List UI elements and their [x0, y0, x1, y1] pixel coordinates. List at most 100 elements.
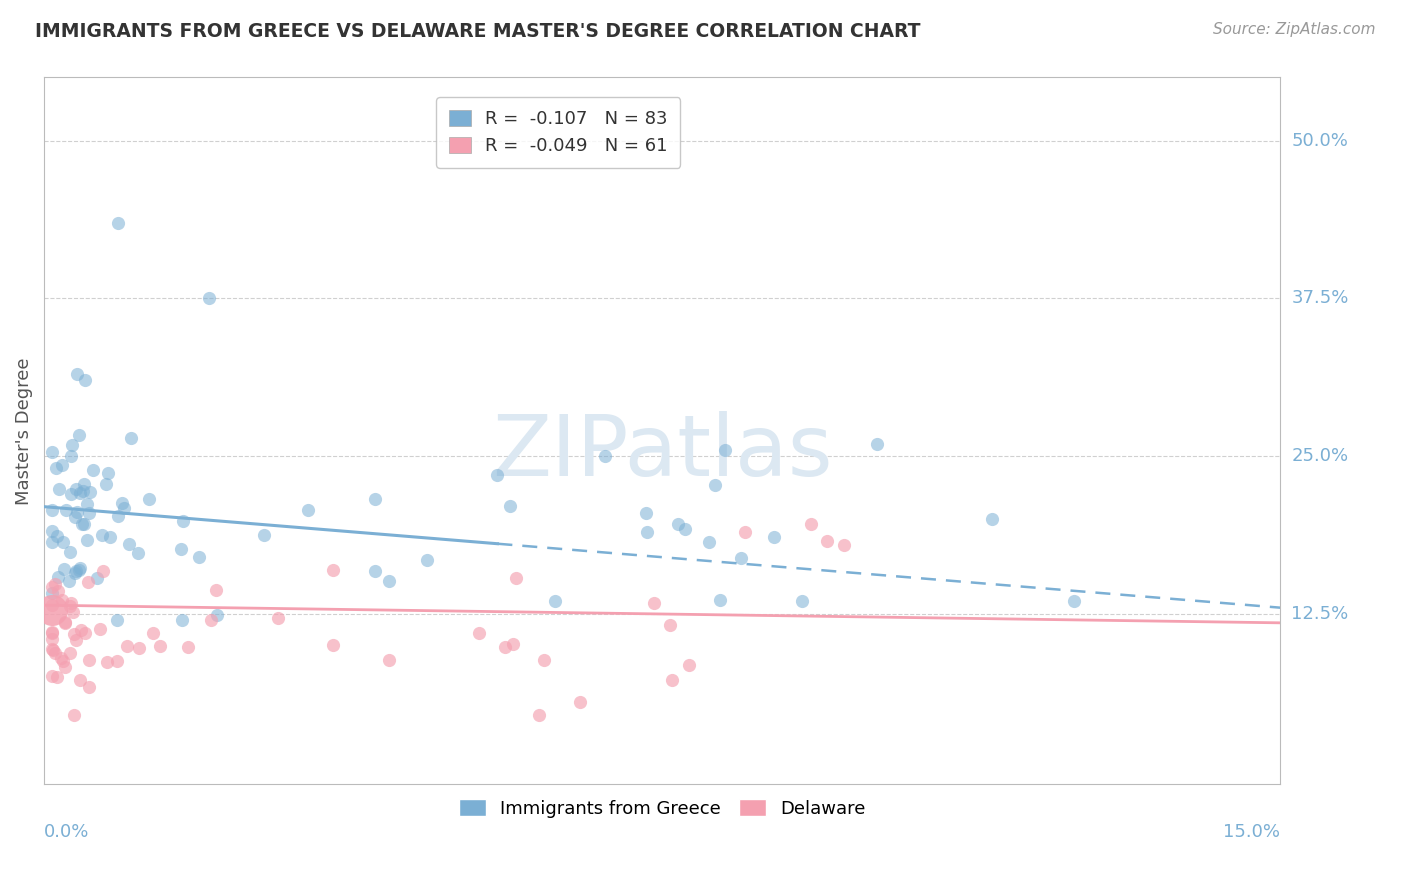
Point [77, 681, 100, 695]
Y-axis label: Master's Degree: Master's Degree [15, 357, 32, 505]
Point [41, 599, 63, 613]
Point [527, 708, 550, 723]
Point [69, 673, 91, 688]
Point [533, 653, 555, 667]
Point [41, 535, 63, 549]
Point [172, 613, 194, 627]
Point [704, 478, 727, 492]
Point [41, 444, 63, 458]
Point [980, 512, 1002, 526]
Point [714, 442, 737, 457]
Point [815, 533, 838, 548]
Point [96, 655, 118, 669]
Point [117, 536, 139, 550]
Text: 12.5%: 12.5% [1292, 605, 1348, 623]
Point [70, 623, 93, 637]
Point [69, 561, 91, 575]
Point [41, 642, 63, 657]
Point [58, 574, 80, 588]
Point [198, 292, 221, 306]
Point [107, 216, 129, 230]
Point [89, 623, 111, 637]
Point [675, 522, 697, 536]
Point [709, 593, 731, 607]
Point [73, 476, 96, 491]
Point [267, 610, 290, 624]
Point [568, 695, 591, 709]
Point [170, 541, 193, 556]
Point [46, 584, 69, 599]
Point [41, 632, 63, 647]
Point [63, 509, 86, 524]
Point [661, 673, 683, 688]
Point [75, 373, 97, 387]
Point [49, 650, 72, 665]
Point [666, 517, 689, 532]
Point [127, 546, 149, 560]
Point [297, 502, 319, 516]
Text: 50.0%: 50.0% [1292, 131, 1348, 150]
Point [53, 660, 76, 674]
Point [505, 571, 527, 585]
Point [41, 503, 63, 517]
Point [46, 529, 69, 543]
Point [41, 625, 63, 640]
Point [699, 535, 721, 549]
Legend: R =  -0.107   N = 83, R =  -0.049   N = 61: R = -0.107 N = 83, R = -0.049 N = 61 [436, 97, 681, 168]
Point [499, 499, 522, 513]
Point [70, 517, 93, 532]
Point [41, 580, 63, 594]
Point [82, 463, 104, 477]
Point [65, 565, 87, 579]
Point [593, 449, 616, 463]
Point [734, 524, 756, 539]
Point [60, 438, 83, 452]
Point [636, 524, 658, 539]
Point [46, 670, 69, 684]
Point [69, 485, 91, 500]
Point [52, 654, 75, 668]
Point [105, 654, 128, 668]
Point [51, 458, 73, 472]
Point [66, 505, 89, 519]
Point [76, 533, 98, 547]
Point [1063, 594, 1085, 608]
Point [53, 615, 76, 630]
Point [115, 639, 138, 653]
Point [98, 530, 121, 544]
Point [200, 613, 222, 627]
Point [66, 367, 89, 381]
Point [377, 653, 399, 667]
Point [792, 594, 814, 608]
Point [205, 582, 228, 597]
Point [363, 491, 385, 506]
Point [41, 586, 63, 600]
Point [72, 484, 94, 499]
Point [112, 501, 135, 516]
Point [97, 467, 120, 481]
Point [762, 530, 785, 544]
Point [67, 427, 90, 442]
Point [544, 593, 567, 607]
Point [94, 477, 117, 491]
Point [107, 613, 129, 627]
Point [41, 603, 63, 617]
Point [41, 626, 63, 640]
Point [502, 637, 524, 651]
Point [322, 638, 344, 652]
Point [468, 625, 491, 640]
Point [416, 553, 439, 567]
Point [120, 431, 142, 445]
Point [187, 550, 209, 565]
Point [63, 627, 86, 641]
Point [93, 565, 115, 579]
Point [48, 483, 70, 497]
Point [730, 551, 752, 566]
Point [63, 566, 86, 580]
Point [41, 669, 63, 683]
Text: 0.0%: 0.0% [44, 823, 90, 841]
Point [44, 577, 66, 591]
Point [643, 596, 665, 610]
Point [678, 657, 700, 672]
Text: IMMIGRANTS FROM GREECE VS DELAWARE MASTER'S DEGREE CORRELATION CHART: IMMIGRANTS FROM GREECE VS DELAWARE MASTE… [35, 22, 921, 41]
